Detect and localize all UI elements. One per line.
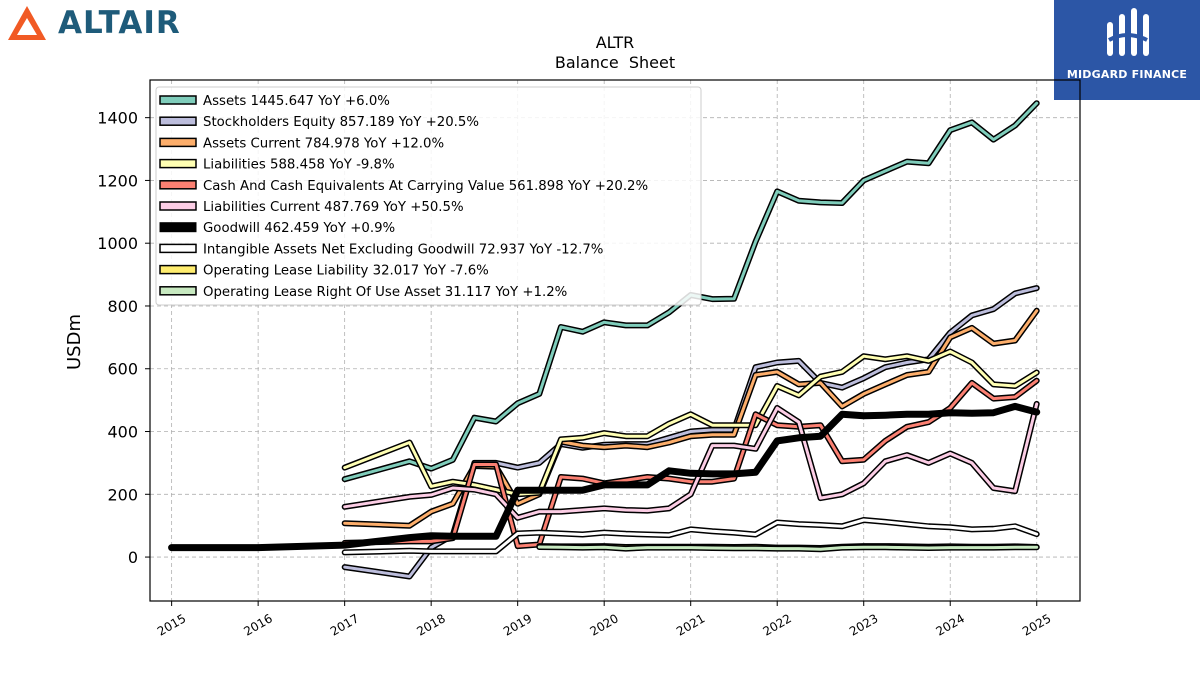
x-tick-label: 2019 bbox=[501, 611, 534, 638]
legend-swatch bbox=[159, 180, 197, 190]
midgard-finance-logo: MIDGARD FINANCE bbox=[1054, 0, 1200, 100]
x-tick-label: 2015 bbox=[155, 611, 188, 638]
plot-frame bbox=[149, 79, 1081, 602]
legend-swatch bbox=[159, 264, 197, 275]
series-layer bbox=[168, 100, 1041, 580]
y-tick-label: 1000 bbox=[97, 234, 138, 253]
legend-swatch bbox=[159, 137, 197, 148]
legend-swatch bbox=[159, 286, 197, 296]
legend-label: Liabilities 588.458 YoY -9.8% bbox=[203, 158, 395, 173]
altair-logo: ALTAIR bbox=[6, 4, 181, 42]
y-axis-label: USDm bbox=[64, 314, 85, 370]
x-tick-label: 2023 bbox=[847, 611, 880, 638]
legend-label: Assets Current 784.978 YoY +12.0% bbox=[203, 136, 444, 151]
series-goodwill bbox=[168, 402, 1041, 552]
legend-item-cash-and-cash-equivalents-at-carrying-value: Cash And Cash Equivalents At Carrying Va… bbox=[159, 179, 648, 194]
series-line-liabilities bbox=[343, 350, 1039, 496]
x-tick-label: 2017 bbox=[328, 611, 361, 638]
chart-subtitle: Balance Sheet bbox=[555, 53, 675, 72]
x-tick-label: 2024 bbox=[934, 611, 967, 638]
legend-item-liabilities: Liabilities 588.458 YoY -9.8% bbox=[159, 158, 395, 173]
x-tick-label: 2025 bbox=[1020, 611, 1053, 638]
x-tick-label: 2022 bbox=[760, 611, 793, 638]
legend-item-assets: Assets 1445.647 YoY +6.0% bbox=[159, 94, 390, 109]
chart-title: ALTR bbox=[596, 33, 635, 52]
legend-label: Intangible Assets Net Excluding Goodwill… bbox=[203, 242, 603, 257]
midgard-emblem-icon bbox=[1107, 8, 1149, 56]
legend-label: Operating Lease Right Of Use Asset 31.11… bbox=[203, 285, 567, 300]
legend-item-liabilities-current: Liabilities Current 487.769 YoY +50.5% bbox=[159, 200, 464, 215]
x-tick-label: 2018 bbox=[414, 611, 447, 638]
y-tick-label: 0 bbox=[128, 548, 138, 567]
altair-triangle-icon bbox=[8, 6, 46, 40]
legend-label: Operating Lease Liability 32.017 YoY -7.… bbox=[203, 264, 489, 279]
legend-item-goodwill: Goodwill 462.459 YoY +0.9% bbox=[159, 221, 395, 236]
altair-logo-text: ALTAIR bbox=[58, 5, 181, 41]
legend-item-stockholders-equity: Stockholders Equity 857.189 YoY +20.5% bbox=[159, 115, 479, 130]
legend-label: Assets 1445.647 YoY +6.0% bbox=[203, 94, 390, 109]
y-tick-label: 200 bbox=[107, 485, 138, 504]
series-line-liabilities-current bbox=[343, 402, 1039, 520]
series-line-operating-lease-right-of-use-asset bbox=[537, 545, 1039, 551]
series-cash-and-cash-equivalents-at-carrying-value bbox=[341, 377, 1040, 550]
x-tick-label: 2020 bbox=[587, 611, 620, 638]
legend-label: Liabilities Current 487.769 YoY +50.5% bbox=[203, 200, 464, 215]
legend-item-operating-lease-right-of-use-asset: Operating Lease Right Of Use Asset 31.11… bbox=[159, 285, 567, 300]
legend-swatch bbox=[159, 222, 197, 233]
y-tick-label: 1200 bbox=[97, 171, 138, 190]
y-tick-label: 1400 bbox=[97, 109, 138, 128]
legend-swatch bbox=[159, 201, 197, 211]
legend-swatch bbox=[159, 116, 197, 126]
legend-label: Goodwill 462.459 YoY +0.9% bbox=[203, 221, 395, 236]
x-tick-label: 2021 bbox=[674, 611, 707, 638]
series-line-assets bbox=[343, 101, 1039, 481]
legend-item-assets-current: Assets Current 784.978 YoY +12.0% bbox=[159, 136, 444, 151]
series-line-intangible-assets-net-excluding-goodwill bbox=[343, 518, 1039, 554]
legend-label: Cash And Cash Equivalents At Carrying Va… bbox=[203, 179, 648, 194]
legend-swatch bbox=[159, 243, 197, 254]
series-intangible-assets-net-excluding-goodwill bbox=[341, 517, 1040, 556]
y-tick-label: 800 bbox=[107, 297, 138, 316]
y-tick-label: 600 bbox=[107, 360, 138, 379]
series-line-goodwill bbox=[168, 402, 1041, 552]
chart-legend: Assets 1445.647 YoY +6.0% Stockholders Eq… bbox=[155, 86, 702, 306]
x-tick-label: 2016 bbox=[241, 611, 274, 638]
series-assets bbox=[341, 100, 1040, 483]
series-operating-lease-right-of-use-asset bbox=[536, 544, 1040, 553]
legend-swatch bbox=[159, 95, 197, 105]
legend-label: Stockholders Equity 857.189 YoY +20.5% bbox=[203, 115, 479, 130]
legend-item-operating-lease-liability: Operating Lease Liability 32.017 YoY -7.… bbox=[159, 264, 489, 279]
y-tick-label: 400 bbox=[107, 423, 138, 442]
legend-swatch bbox=[159, 158, 197, 169]
series-liabilities bbox=[341, 348, 1040, 498]
series-liabilities-current bbox=[341, 400, 1040, 521]
legend-item-intangible-assets-net-excluding-goodwill: Intangible Assets Net Excluding Goodwill… bbox=[159, 242, 603, 257]
legend-box bbox=[155, 86, 702, 306]
series-line-cash-and-cash-equivalents-at-carrying-value bbox=[343, 379, 1039, 548]
midgard-logo-text: MIDGARD FINANCE bbox=[1066, 68, 1188, 81]
